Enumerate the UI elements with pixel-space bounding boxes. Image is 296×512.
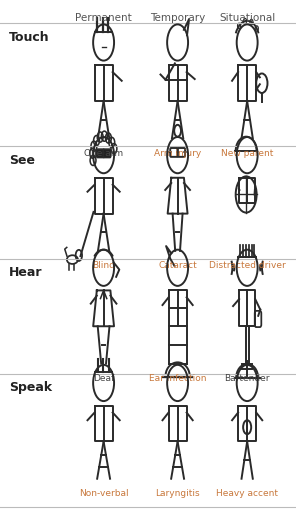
Text: Deaf: Deaf (93, 374, 114, 383)
Text: Permanent: Permanent (75, 13, 132, 23)
Text: Touch: Touch (9, 31, 49, 44)
Text: Ear infection: Ear infection (149, 374, 206, 383)
Text: Laryngitis: Laryngitis (155, 489, 200, 498)
Text: Distracted driver: Distracted driver (209, 261, 286, 270)
Text: Hear: Hear (9, 266, 42, 279)
Text: Temporary: Temporary (150, 13, 205, 23)
Text: Blind: Blind (92, 261, 115, 270)
Text: Situational: Situational (219, 13, 275, 23)
Text: Non-verbal: Non-verbal (79, 489, 128, 498)
Text: Arm injury: Arm injury (154, 148, 201, 158)
Text: Speak: Speak (9, 381, 52, 394)
Text: See: See (9, 154, 35, 166)
Text: Bartender: Bartender (224, 374, 270, 383)
FancyBboxPatch shape (103, 149, 111, 158)
Text: Cataract: Cataract (158, 261, 197, 270)
FancyBboxPatch shape (96, 149, 104, 158)
Text: Heavy accent: Heavy accent (216, 489, 278, 498)
Text: New parent: New parent (221, 148, 273, 158)
Text: One arm: One arm (84, 148, 123, 158)
